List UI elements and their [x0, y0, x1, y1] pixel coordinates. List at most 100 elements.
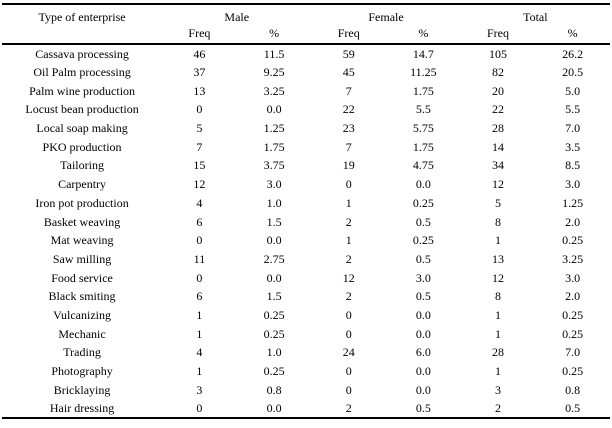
enterprise-name-cell: PKO production	[42, 139, 122, 154]
value-cell: 12	[193, 177, 206, 192]
table-row: Food service 0 0.0 12 3.0 12 3.0	[2, 268, 610, 287]
table-row: Iron pot production 4 1.0 1 0.25 5 1.25	[2, 194, 610, 213]
value-cell: 37	[193, 65, 206, 80]
value-cell: 7.0	[565, 121, 581, 136]
value-cell: 2	[345, 214, 352, 229]
value-cell: 0.5	[415, 214, 431, 229]
value-cell: 6	[196, 289, 203, 304]
value-cell: 0.8	[565, 382, 581, 397]
value-cell: 3.25	[562, 251, 584, 266]
value-cell: 4	[196, 345, 203, 360]
value-cell: 0.25	[263, 307, 285, 322]
value-cell: 14	[492, 139, 504, 154]
value-cell: 1	[495, 307, 501, 322]
value-cell: 3.0	[415, 270, 431, 285]
enterprise-name-cell: Tailoring	[60, 158, 104, 173]
value-cell: 0	[196, 400, 203, 415]
enterprise-name-cell: Photography	[51, 364, 113, 379]
value-cell: 5	[196, 121, 203, 136]
value-cell: 1.5	[266, 289, 282, 304]
value-cell: 13	[492, 251, 504, 266]
table-row: Trading 4 1.0 24 6.0 28 7.0	[2, 343, 610, 362]
value-cell: 8.5	[565, 158, 581, 173]
value-cell: 28	[492, 121, 504, 136]
value-cell: 0.0	[266, 233, 282, 248]
value-cell: 8	[495, 214, 501, 229]
value-cell: 34	[492, 158, 504, 173]
value-cell: 4	[196, 195, 203, 210]
table-row: Tailoring 15 3.75 19 4.75 34 8.5	[2, 156, 610, 175]
value-cell: 26.2	[562, 46, 584, 61]
value-cell: 0.0	[266, 270, 282, 285]
value-cell: 1.25	[263, 121, 285, 136]
value-cell: 5.75	[412, 121, 434, 136]
table-row: Bricklaying 3 0.8 0 0.0 3 0.8	[2, 380, 610, 399]
sub-header-total-pct: %	[535, 26, 610, 45]
value-cell: 2	[345, 400, 352, 415]
table-row: Mat weaving 0 0.0 1 0.25 1 0.25	[2, 231, 610, 250]
value-cell: 2.75	[263, 251, 285, 266]
value-cell: 6	[196, 214, 203, 229]
value-cell: 0.25	[562, 326, 584, 341]
value-cell: 0.25	[263, 326, 285, 341]
value-cell: 3.0	[565, 177, 581, 192]
value-cell: 2	[345, 289, 352, 304]
value-cell: 1	[495, 233, 501, 248]
value-cell: 28	[492, 345, 504, 360]
enterprise-name-cell: Black smiting	[48, 289, 116, 304]
enterprise-name-cell: Oil Palm processing	[33, 65, 131, 80]
sub-header-empty	[2, 26, 163, 45]
sub-header-female-pct: %	[386, 26, 461, 45]
value-cell: 1	[345, 233, 352, 248]
enterprise-name-cell: Vulcanizing	[53, 307, 112, 322]
sub-header-female-freq: Freq	[311, 26, 387, 45]
value-cell: 0.5	[565, 400, 581, 415]
col-header-total: Total	[523, 10, 548, 24]
table-row: Black smiting 6 1.5 2 0.5 8 2.0	[2, 287, 610, 306]
value-cell: 0	[345, 307, 352, 322]
col-header-male: Male	[224, 10, 250, 24]
value-cell: 15	[193, 158, 206, 173]
value-cell: 12	[492, 270, 504, 285]
value-cell: 0.5	[415, 251, 431, 266]
table-row: Basket weaving 6 1.5 2 0.5 8 2.0	[2, 212, 610, 231]
value-cell: 1	[196, 326, 203, 341]
value-cell: 24	[342, 345, 355, 360]
value-cell: 0.0	[415, 326, 431, 341]
table-row: Vulcanizing 1 0.25 0 0.0 1 0.25	[2, 306, 610, 325]
value-cell: 0	[196, 233, 203, 248]
value-cell: 12	[342, 270, 355, 285]
value-cell: 14.7	[412, 46, 434, 61]
value-cell: 2	[495, 400, 501, 415]
value-cell: 11	[193, 251, 206, 266]
value-cell: 1.75	[412, 83, 434, 98]
value-cell: 1.75	[412, 139, 434, 154]
value-cell: 7	[345, 139, 352, 154]
value-cell: 20	[492, 83, 504, 98]
value-cell: 11.5	[263, 46, 285, 61]
table-row: Locust bean production 0 0.0 22 5.5 22 5.5	[2, 100, 610, 119]
table-row: Local soap making 5 1.25 23 5.75 28 7.0	[2, 119, 610, 138]
enterprise-name-cell: Saw milling	[52, 251, 112, 266]
sub-header-total-freq: Freq	[460, 26, 536, 45]
table-row: Saw milling 11 2.75 2 0.5 13 3.25	[2, 250, 610, 269]
enterprise-distribution-table: Type of enterprise Male Female Total Fre…	[2, 3, 610, 419]
col-header-type-of-enterprise: Type of enterprise	[38, 10, 126, 24]
value-cell: 0.0	[266, 400, 282, 415]
value-cell: 0.25	[562, 233, 584, 248]
header-sub-row: Freq % Freq % Freq %	[2, 26, 610, 45]
value-cell: 5.0	[565, 83, 581, 98]
value-cell: 0.5	[415, 400, 431, 415]
value-cell: 0	[345, 382, 352, 397]
value-cell: 0.25	[263, 364, 285, 379]
value-cell: 5	[495, 195, 501, 210]
value-cell: 22	[342, 102, 355, 117]
value-cell: 2	[345, 251, 352, 266]
value-cell: 9.25	[263, 65, 285, 80]
enterprise-name-cell: Basket weaving	[43, 214, 121, 229]
table-row: Cassava processing 46 11.5 59 14.7 105 26.2	[2, 44, 610, 63]
sub-header-male-freq: Freq	[162, 26, 237, 45]
value-cell: 0	[345, 177, 352, 192]
col-header-female: Female	[368, 10, 404, 24]
enterprise-name-cell: Local soap making	[36, 121, 128, 136]
